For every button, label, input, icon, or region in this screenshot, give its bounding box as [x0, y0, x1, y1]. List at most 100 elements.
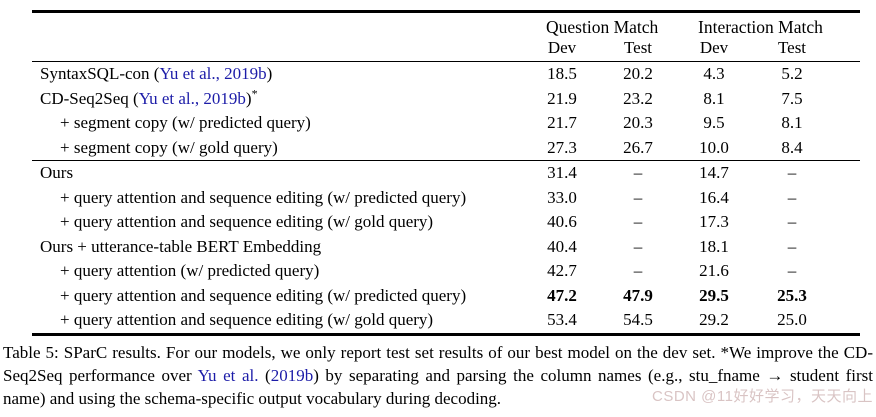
row-label-text: ): [266, 64, 273, 83]
row-label: + query attention (w/ predicted query): [32, 259, 524, 284]
table-row: + segment copy (w/ predicted query) 21.7 2…: [32, 111, 860, 136]
results-table-container: Question Match Interaction Match Dev Tes…: [32, 10, 861, 336]
metric-value: 4.3: [703, 64, 725, 83]
metric-value: 25.0: [777, 310, 807, 329]
metric-value: –: [787, 261, 797, 280]
sub-header-row: Dev Test Dev Test: [32, 38, 860, 62]
metric-value: 21.7: [547, 113, 577, 132]
metric-value: 27.3: [547, 137, 577, 157]
metric-value: 8.1: [703, 88, 725, 108]
column-group-question-match: Question Match: [546, 17, 659, 37]
row-label: Ours + utterance-table BERT Embedding: [32, 235, 524, 260]
metric-value: 18.5: [547, 64, 577, 83]
table-row: + query attention and sequence editing (…: [32, 308, 860, 334]
table-row: + segment copy (w/ gold query) 27.3 26.7 10…: [32, 136, 860, 161]
table-row: + query attention and sequence editing (…: [32, 210, 860, 235]
metric-value: –: [787, 163, 797, 182]
column-header-im-dev: Dev: [699, 38, 729, 57]
table-group-ours: Ours 31.4 – 14.7 – + query attention and sequ…: [32, 161, 860, 335]
table-header: Question Match Interaction Match Dev Tes…: [32, 12, 861, 62]
metric-value: 20.2: [623, 64, 653, 83]
row-label-text: + query attention (w/ predicted query): [60, 261, 320, 280]
row-label-text: ): [245, 88, 252, 108]
metric-value: –: [787, 236, 797, 256]
row-label: + query attention and sequence editing (…: [32, 308, 524, 334]
row-label: + segment copy (w/ gold query): [32, 136, 524, 161]
footnote-asterisk: *: [251, 86, 258, 100]
row-label: SyntaxSQL-con (Yu et al., 2019b): [32, 62, 524, 87]
metric-value: 53.4: [547, 310, 577, 329]
metric-value: 8.1: [781, 113, 803, 132]
metric-value: –: [787, 187, 797, 207]
metric-value: –: [633, 212, 643, 231]
citation-link[interactable]: Yu et al.: [197, 366, 259, 385]
corner-cell: [32, 38, 524, 62]
column-group-interaction-match: Interaction Match: [698, 17, 823, 37]
column-header-im-test: Test: [777, 38, 807, 57]
metric-value: 40.6: [547, 212, 577, 231]
row-label-text: + query attention and sequence editing (…: [60, 310, 434, 329]
table-row: Ours + utterance-table BERT Embedding 40.…: [32, 235, 860, 260]
table-row: + query attention (w/ predicted query) 42…: [32, 259, 860, 284]
metric-value: –: [633, 261, 643, 280]
row-label-text: + segment copy (w/ predicted query): [60, 113, 311, 132]
metric-value: 8.4: [781, 137, 803, 157]
metric-value: 7.5: [781, 88, 803, 108]
row-label-text: Ours: [40, 163, 74, 182]
metric-value: 31.4: [547, 163, 577, 182]
table-row: + query attention and sequence editing (…: [32, 186, 860, 211]
metric-value: 10.0: [699, 137, 729, 157]
row-label-text: + segment copy (w/ gold query): [60, 137, 278, 157]
column-header-qm-dev: Dev: [547, 38, 577, 57]
column-header-qm-test: Test: [623, 38, 653, 57]
table-group-baselines: SyntaxSQL-con (Yu et al., 2019b) 18.5 20.2…: [32, 62, 861, 161]
table-caption: Table 5: SParC results. For our models, …: [3, 341, 873, 410]
table-row: Ours 31.4 – 14.7 –: [32, 161, 860, 186]
metric-value: 5.2: [781, 64, 803, 83]
metric-value: 21.9: [547, 88, 577, 108]
metric-value: 29.5: [699, 285, 729, 305]
row-label-text: CD-Seq2Seq (: [40, 88, 139, 108]
metric-value: 29.2: [699, 310, 729, 329]
row-label-text: + query attention and sequence editing (…: [60, 187, 467, 207]
table-row: CD-Seq2Seq (Yu et al., 2019b)* 21.9 23.2 8.…: [32, 87, 860, 112]
citation-link[interactable]: Yu et al., 2019b: [138, 88, 246, 108]
metric-value: 26.7: [623, 137, 653, 157]
metric-value: 18.1: [699, 236, 729, 256]
citation-link[interactable]: Yu et al., 2019b: [159, 64, 267, 83]
metric-value: 9.5: [703, 113, 725, 132]
metric-value: –: [633, 163, 643, 182]
metric-value: 47.2: [547, 285, 577, 305]
csdn-watermark: CSDN @11好好学习，天天向上: [652, 388, 873, 405]
row-label: + query attention and sequence editing (…: [32, 284, 524, 309]
table-row: SyntaxSQL-con (Yu et al., 2019b) 18.5 20.2…: [32, 62, 860, 87]
metric-value: 54.5: [623, 310, 653, 329]
metric-value: 23.2: [623, 88, 653, 108]
metric-value: 20.3: [623, 113, 653, 132]
metric-value: 47.9: [623, 285, 653, 305]
citation-year-link[interactable]: 2019b: [270, 366, 314, 385]
metric-value: 16.4: [699, 187, 729, 207]
metric-value: 25.3: [777, 285, 807, 305]
metric-value: –: [633, 236, 643, 256]
row-label: + query attention and sequence editing (…: [32, 210, 524, 235]
caption-text-1: Table 5: SParC results. For our models, …: [3, 343, 873, 385]
row-label-text: + query attention and sequence editing (…: [60, 285, 467, 305]
row-label-text: + query attention and sequence editing (…: [60, 212, 434, 231]
row-label: + query attention and sequence editing (…: [32, 186, 524, 211]
results-table: Question Match Interaction Match Dev Tes…: [32, 10, 861, 336]
corner-cell: [32, 12, 524, 39]
group-header-row: Question Match Interaction Match: [32, 12, 860, 39]
row-label: CD-Seq2Seq (Yu et al., 2019b)*: [32, 87, 524, 112]
caption-text-3: ) by separating and parsing the column n…: [3, 366, 873, 408]
metric-value: –: [787, 212, 797, 231]
row-label-text: SyntaxSQL-con (: [40, 64, 160, 83]
metric-value: 40.4: [547, 236, 577, 256]
metric-value: 33.0: [547, 187, 577, 207]
metric-value: –: [633, 187, 643, 207]
metric-value: 14.7: [699, 163, 729, 182]
row-label: + segment copy (w/ predicted query): [32, 111, 524, 136]
metric-value: 42.7: [547, 261, 577, 280]
table-row: + query attention and sequence editing (…: [32, 284, 860, 309]
caption-text-2: (: [258, 366, 271, 385]
